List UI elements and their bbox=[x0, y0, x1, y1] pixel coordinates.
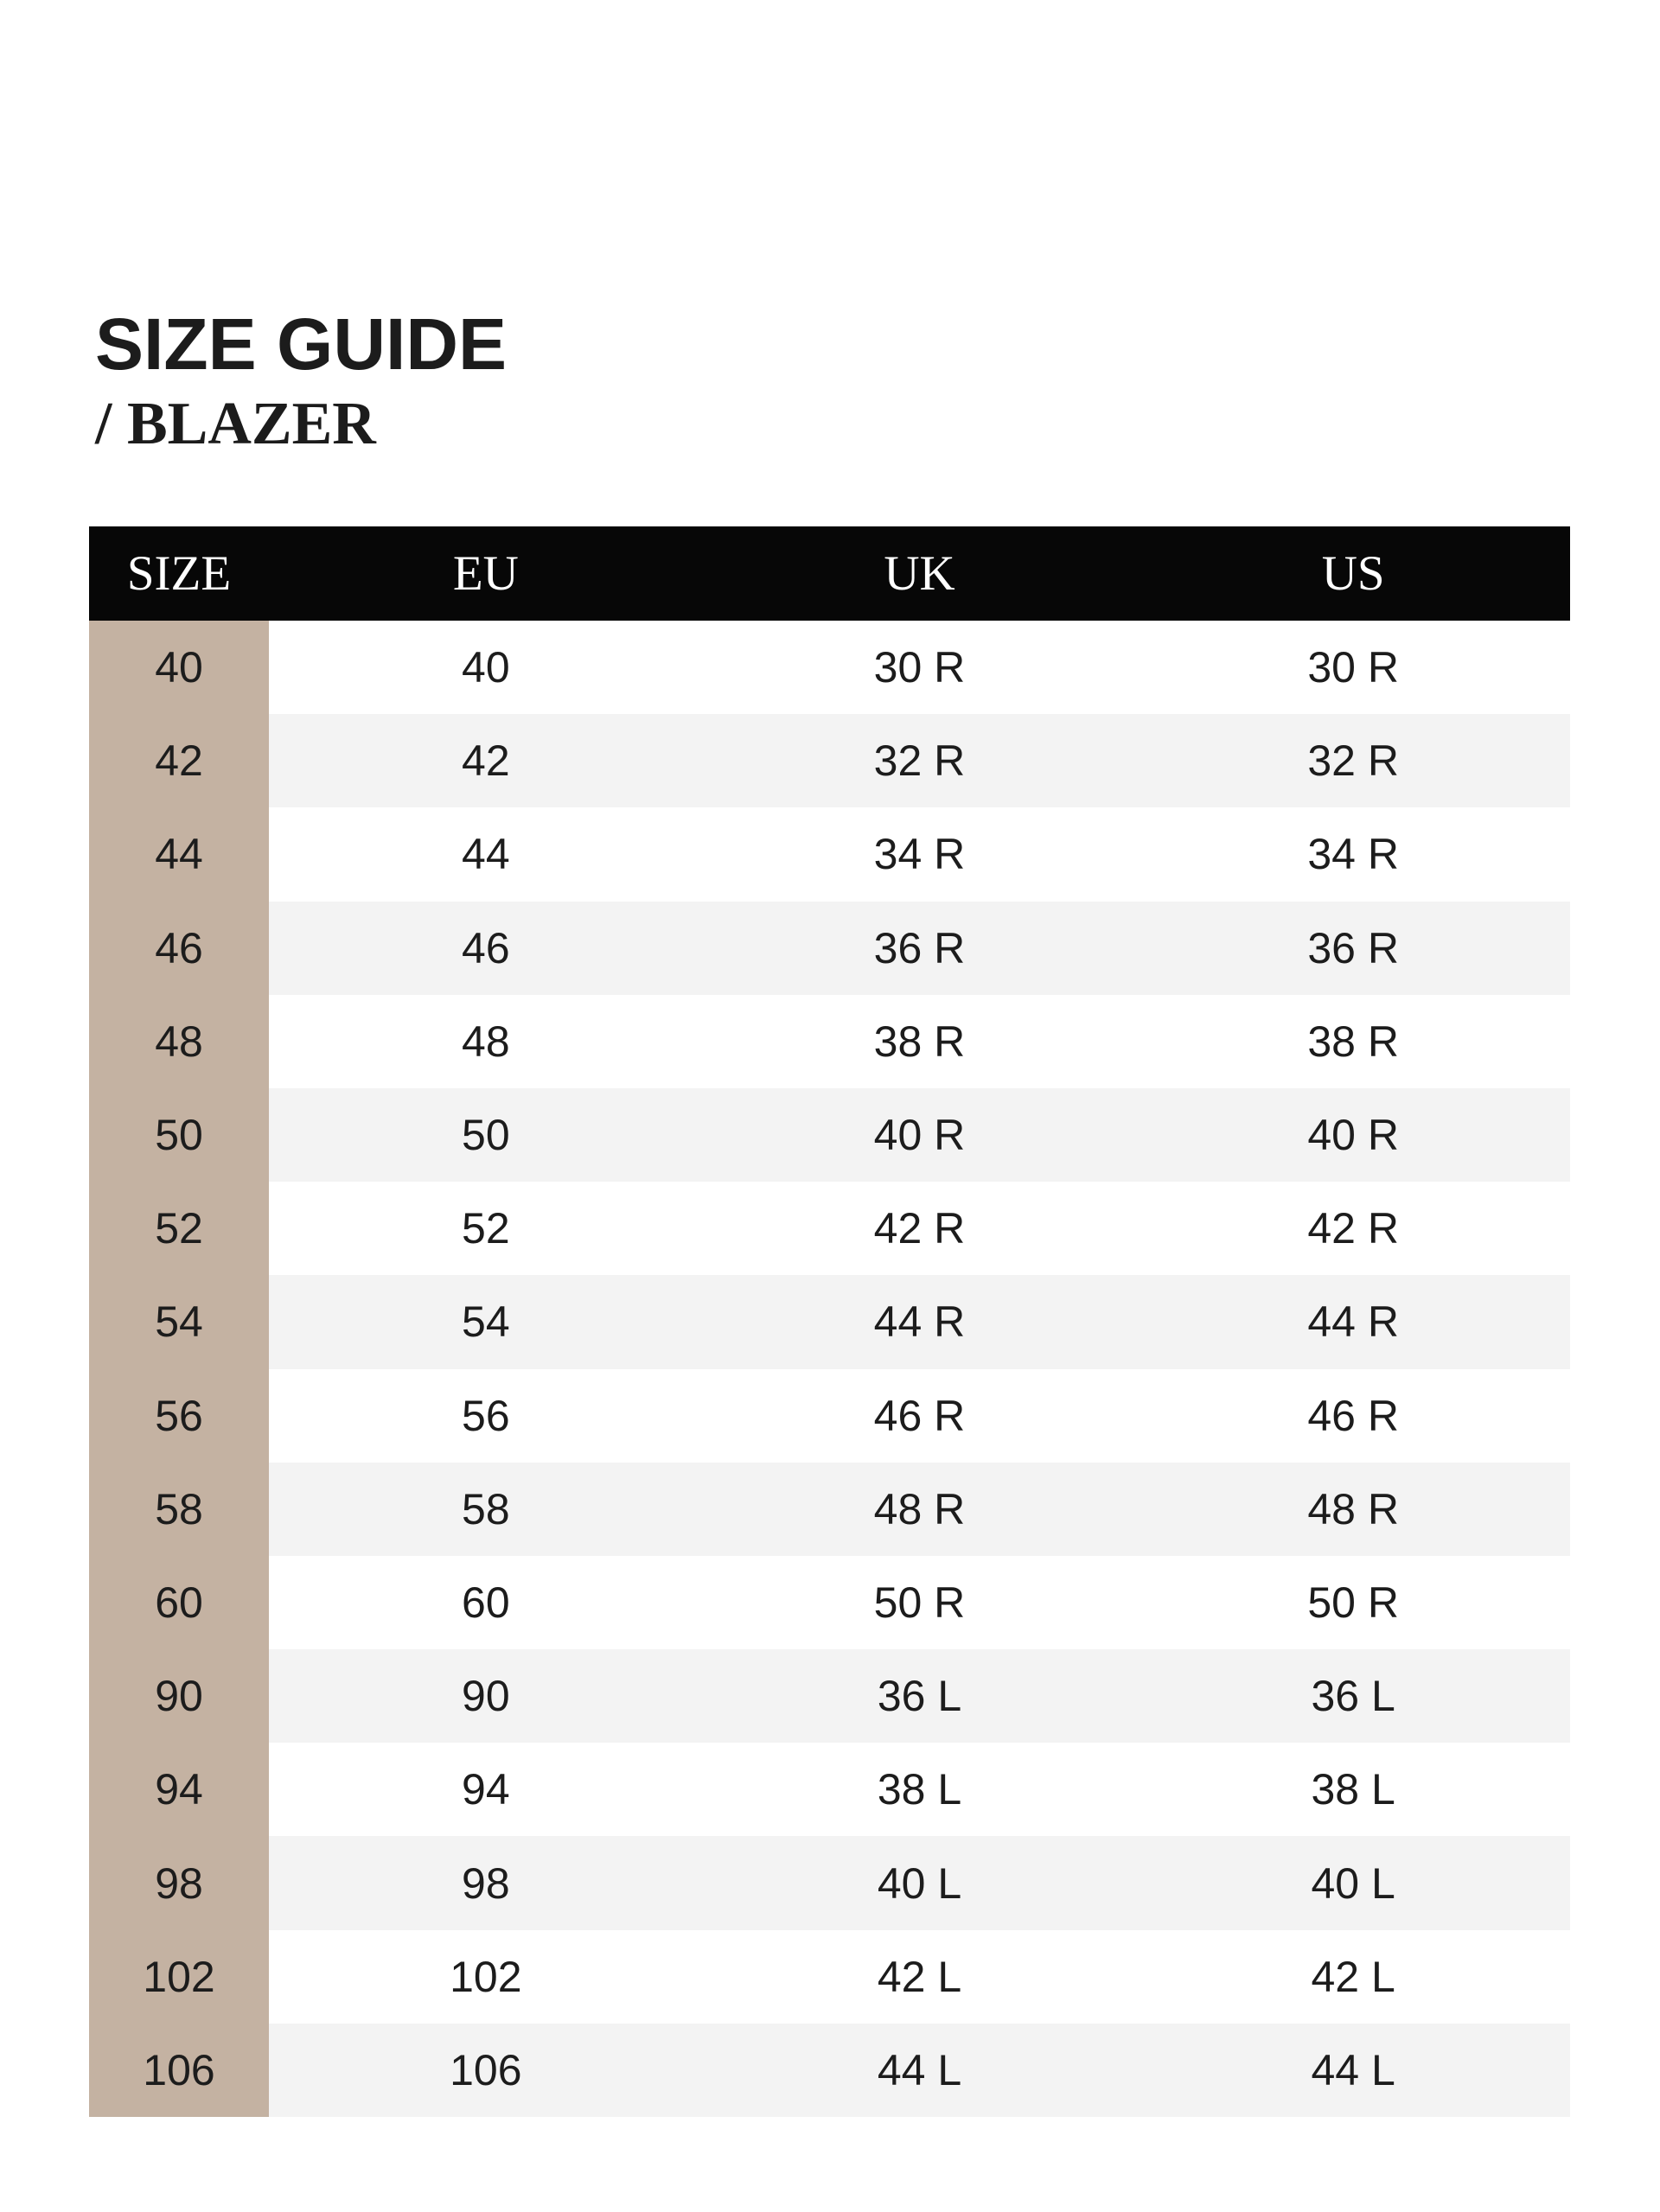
uk-cell: 44 R bbox=[702, 1275, 1137, 1369]
uk-cell: 44 L bbox=[702, 2023, 1137, 2117]
us-cell: 40 L bbox=[1136, 1836, 1570, 1930]
uk-cell: 32 R bbox=[702, 714, 1137, 808]
uk-cell: 38 L bbox=[702, 1743, 1137, 1837]
us-cell: 36 L bbox=[1136, 1649, 1570, 1743]
table-body: 40 40 30 R 30 R 42 42 32 R 32 R 44 44 34 R 34 R 46 46… bbox=[89, 621, 1570, 2117]
uk-cell: 42 L bbox=[702, 1929, 1137, 2024]
table-row: 44 44 34 R 34 R bbox=[89, 807, 1570, 902]
uk-cell: 46 R bbox=[702, 1368, 1137, 1463]
eu-cell: 52 bbox=[269, 1182, 703, 1276]
title-block: SIZE GUIDE / BLAZER bbox=[95, 308, 507, 455]
size-cell: 56 bbox=[89, 1368, 269, 1463]
uk-cell: 30 R bbox=[702, 621, 1137, 715]
size-cell: 106 bbox=[89, 2023, 269, 2117]
size-cell: 40 bbox=[89, 621, 269, 715]
column-header-uk: UK bbox=[884, 546, 955, 601]
table-row: 90 90 36 L 36 L bbox=[89, 1649, 1570, 1743]
us-cell: 30 R bbox=[1136, 621, 1570, 715]
eu-cell: 60 bbox=[269, 1555, 703, 1650]
uk-cell: 50 R bbox=[702, 1555, 1137, 1650]
uk-cell: 36 R bbox=[702, 901, 1137, 995]
table-header-row: SIZE EU UK US bbox=[89, 526, 1570, 621]
table-row: 58 58 48 R 48 R bbox=[89, 1462, 1570, 1556]
us-cell: 44 L bbox=[1136, 2023, 1570, 2117]
us-cell: 44 R bbox=[1136, 1275, 1570, 1369]
eu-cell: 48 bbox=[269, 994, 703, 1088]
size-cell: 52 bbox=[89, 1182, 269, 1276]
eu-cell: 54 bbox=[269, 1275, 703, 1369]
size-cell: 60 bbox=[89, 1555, 269, 1650]
us-cell: 34 R bbox=[1136, 807, 1570, 902]
eu-cell: 40 bbox=[269, 621, 703, 715]
size-cell: 54 bbox=[89, 1275, 269, 1369]
eu-cell: 58 bbox=[269, 1462, 703, 1556]
us-cell: 36 R bbox=[1136, 901, 1570, 995]
table-row: 40 40 30 R 30 R bbox=[89, 621, 1570, 715]
table-row: 50 50 40 R 40 R bbox=[89, 1087, 1570, 1182]
uk-cell: 40 R bbox=[702, 1087, 1137, 1182]
eu-cell: 50 bbox=[269, 1087, 703, 1182]
column-header-us: US bbox=[1321, 546, 1385, 601]
column-header-size: SIZE bbox=[126, 546, 232, 601]
eu-cell: 90 bbox=[269, 1649, 703, 1743]
table-row: 98 98 40 L 40 L bbox=[89, 1836, 1570, 1930]
table-row: 52 52 42 R 42 R bbox=[89, 1182, 1570, 1276]
table-row: 94 94 38 L 38 L bbox=[89, 1743, 1570, 1837]
us-cell: 50 R bbox=[1136, 1555, 1570, 1650]
table-row: 106 106 44 L 44 L bbox=[89, 2023, 1570, 2117]
eu-cell: 98 bbox=[269, 1836, 703, 1930]
uk-cell: 48 R bbox=[702, 1462, 1137, 1556]
table-row: 48 48 38 R 38 R bbox=[89, 994, 1570, 1088]
table-row: 46 46 36 R 36 R bbox=[89, 901, 1570, 995]
us-cell: 38 L bbox=[1136, 1743, 1570, 1837]
size-cell: 94 bbox=[89, 1743, 269, 1837]
us-cell: 48 R bbox=[1136, 1462, 1570, 1556]
us-cell: 40 R bbox=[1136, 1087, 1570, 1182]
uk-cell: 40 L bbox=[702, 1836, 1137, 1930]
eu-cell: 102 bbox=[269, 1929, 703, 2024]
size-cell: 90 bbox=[89, 1649, 269, 1743]
us-cell: 42 R bbox=[1136, 1182, 1570, 1276]
uk-cell: 38 R bbox=[702, 994, 1137, 1088]
eu-cell: 106 bbox=[269, 2023, 703, 2117]
table-row: 54 54 44 R 44 R bbox=[89, 1275, 1570, 1369]
us-cell: 32 R bbox=[1136, 714, 1570, 808]
eu-cell: 44 bbox=[269, 807, 703, 902]
uk-cell: 42 R bbox=[702, 1182, 1137, 1276]
page-subtitle: / BLAZER bbox=[95, 391, 376, 457]
table-row: 42 42 32 R 32 R bbox=[89, 714, 1570, 808]
us-cell: 38 R bbox=[1136, 994, 1570, 1088]
uk-cell: 36 L bbox=[702, 1649, 1137, 1743]
eu-cell: 46 bbox=[269, 901, 703, 995]
size-cell: 98 bbox=[89, 1836, 269, 1930]
size-cell: 46 bbox=[89, 901, 269, 995]
uk-cell: 34 R bbox=[702, 807, 1137, 902]
size-cell: 102 bbox=[89, 1929, 269, 2024]
us-cell: 46 R bbox=[1136, 1368, 1570, 1463]
eu-cell: 42 bbox=[269, 714, 703, 808]
size-table: SIZE EU UK US 40 40 30 R 30 R 42 42 32 R 32 R 44… bbox=[89, 526, 1570, 2117]
us-cell: 42 L bbox=[1136, 1929, 1570, 2024]
size-cell: 50 bbox=[89, 1087, 269, 1182]
eu-cell: 56 bbox=[269, 1368, 703, 1463]
table-row: 56 56 46 R 46 R bbox=[89, 1368, 1570, 1463]
size-cell: 48 bbox=[89, 994, 269, 1088]
size-cell: 42 bbox=[89, 714, 269, 808]
size-cell: 58 bbox=[89, 1462, 269, 1556]
table-row: 102 102 42 L 42 L bbox=[89, 1929, 1570, 2024]
size-cell: 44 bbox=[89, 807, 269, 902]
table-row: 60 60 50 R 50 R bbox=[89, 1555, 1570, 1650]
column-header-eu: EU bbox=[452, 546, 519, 601]
eu-cell: 94 bbox=[269, 1743, 703, 1837]
page-title: SIZE GUIDE bbox=[95, 303, 508, 385]
